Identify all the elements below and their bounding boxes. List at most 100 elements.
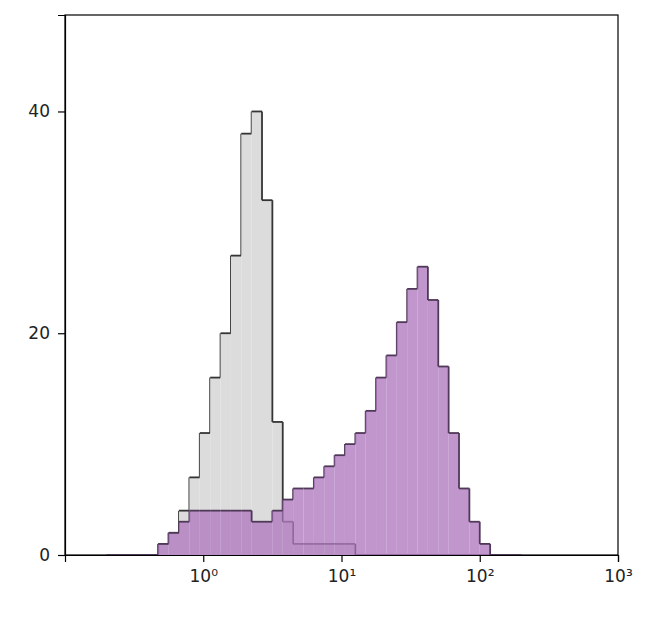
- histogram-bar-top: [262, 521, 272, 523]
- histogram-bar-top: [511, 554, 521, 555]
- histogram-bar-top: [501, 554, 511, 555]
- marks: [107, 111, 522, 555]
- histogram-bar: [397, 322, 407, 555]
- histogram-bar: [480, 544, 490, 555]
- histogram-bar: [169, 533, 179, 555]
- histogram-bar: [355, 433, 365, 555]
- tick-label: 10⁰: [190, 566, 219, 586]
- histogram-bar-top: [179, 521, 189, 523]
- histogram-bar: [345, 444, 355, 555]
- histogram-step: [448, 366, 450, 433]
- tick-mark: [203, 555, 204, 562]
- histogram-bar: [221, 511, 231, 555]
- histogram-bar-top: [386, 355, 396, 357]
- histogram-bar-top: [459, 488, 469, 490]
- histogram-bar: [293, 488, 303, 555]
- histogram-bar-top: [169, 532, 179, 534]
- histogram-bar-top: [221, 332, 231, 334]
- histogram-bar: [231, 511, 241, 555]
- histogram-bar-top: [480, 543, 490, 545]
- histogram-step: [489, 544, 491, 555]
- axis-line: [58, 16, 66, 556]
- histogram-bar-top: [138, 554, 148, 555]
- tick-mark: [618, 555, 619, 562]
- histogram-bar-top: [303, 488, 313, 490]
- histogram-bar: [241, 134, 251, 555]
- histogram-bar: [376, 378, 386, 555]
- histogram-bar: [428, 300, 438, 555]
- tick-label: 10¹: [328, 566, 356, 586]
- histogram-bar: [407, 289, 417, 555]
- histogram-bar-top: [189, 510, 199, 512]
- histogram-bar-top: [189, 476, 199, 478]
- histogram-bar-top: [107, 554, 117, 555]
- histogram-bar: [272, 422, 282, 555]
- histogram-bar-top: [241, 510, 251, 512]
- histogram-bar: [459, 488, 469, 555]
- histogram-bar: [386, 355, 396, 555]
- histogram-bar: [469, 522, 479, 555]
- histogram-bar: [366, 411, 376, 555]
- tick-mark: [58, 333, 65, 334]
- histogram-bar: [200, 511, 210, 555]
- histogram-bar: [200, 433, 210, 555]
- histogram-bar-top: [262, 199, 272, 201]
- histogram-bar-top: [252, 521, 262, 523]
- histogram-bar-top: [117, 554, 127, 555]
- histogram-bar-top: [127, 554, 137, 555]
- histogram-bar: [262, 522, 272, 555]
- histogram-bar-top: [366, 410, 376, 412]
- plot-frame: [65, 15, 618, 555]
- histogram-bar-top: [252, 111, 262, 113]
- histogram-bar: [179, 522, 189, 555]
- tick-mark: [58, 111, 65, 112]
- histogram-bar: [158, 544, 168, 555]
- histogram-bar-top: [272, 510, 282, 512]
- histogram-bar-top: [314, 476, 324, 478]
- histogram-bar-top: [418, 266, 428, 268]
- histogram-bar: [221, 333, 231, 555]
- histogram-bar: [438, 366, 448, 555]
- histogram-bar: [283, 500, 293, 555]
- histogram-bar-top: [345, 443, 355, 445]
- histogram-bar: [324, 466, 334, 555]
- histogram-bar: [449, 433, 459, 555]
- histogram-bar-top: [283, 499, 293, 501]
- histogram-bar-top: [158, 543, 168, 545]
- chart: 10⁰10¹10²10³02040: [0, 0, 650, 624]
- histogram-step: [427, 267, 429, 300]
- histogram-bar-top: [200, 432, 210, 434]
- histogram-bar-top: [200, 510, 210, 512]
- tick-mark: [480, 555, 481, 562]
- histogram-bar-top: [272, 421, 282, 423]
- histogram-bar: [231, 256, 241, 555]
- histogram-step: [458, 433, 460, 488]
- histogram-bar-top: [293, 488, 303, 490]
- y-axis: 02040: [28, 16, 65, 565]
- histogram-bar-top: [490, 554, 500, 555]
- axis-line: [66, 556, 619, 563]
- histogram-bar-top: [241, 133, 251, 135]
- histogram-bar-top: [210, 510, 220, 512]
- histogram-bar-top: [117, 554, 127, 555]
- histogram-bar: [252, 522, 262, 555]
- histogram-bar: [241, 511, 251, 555]
- histogram-bar: [210, 511, 220, 555]
- histogram-bar: [189, 511, 199, 555]
- histogram-bar: [418, 267, 428, 555]
- tick-mark: [341, 555, 342, 562]
- histogram-bar-top: [158, 543, 168, 545]
- histogram-bar-top: [469, 521, 479, 523]
- histogram-bar-top: [179, 510, 189, 512]
- histogram-bar-top: [490, 554, 500, 555]
- histogram-bar-top: [210, 377, 220, 379]
- tick: 10³: [604, 555, 632, 586]
- tick-label: 20: [28, 323, 50, 343]
- x-axis: 10⁰10¹10²10³: [66, 555, 633, 586]
- histogram-step: [468, 488, 470, 521]
- histogram-bar-top: [449, 432, 459, 434]
- histogram-bar-top: [511, 554, 521, 555]
- tick-label: 40: [28, 101, 50, 121]
- histogram-bar-top: [148, 554, 158, 555]
- histogram-bar: [158, 544, 168, 555]
